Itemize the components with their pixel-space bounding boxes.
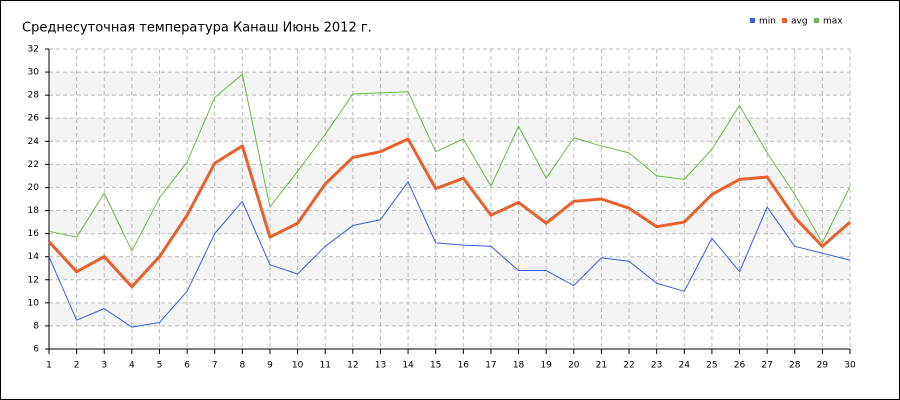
x-tick-label: 14 [402, 361, 414, 371]
x-tick-label: 28 [789, 361, 801, 371]
y-tick-label: 28 [28, 91, 40, 101]
x-tick-label: 21 [596, 361, 607, 371]
x-tick-label: 24 [679, 361, 691, 371]
legend-swatch [814, 18, 819, 23]
band [49, 210, 850, 234]
band [49, 72, 850, 96]
band [49, 302, 850, 326]
x-tick-label: 5 [157, 361, 163, 371]
legend-label: avg [791, 17, 808, 27]
x-tick-label: 9 [267, 361, 273, 371]
series-line [48, 73, 851, 252]
x-tick-label: 29 [817, 361, 829, 371]
x-tick-label: 2 [74, 361, 80, 371]
x-tick-label: 6 [184, 361, 190, 371]
y-tick-label: 30 [28, 68, 40, 78]
band [49, 118, 850, 142]
x-tick-label: 3 [101, 361, 107, 371]
legend-label: max [823, 17, 843, 27]
x-tick-label: 20 [568, 361, 580, 371]
y-tick-label: 18 [28, 206, 40, 216]
y-tick-label: 22 [28, 160, 39, 170]
x-tick-label: 16 [458, 361, 470, 371]
legend-label: min [759, 17, 776, 27]
x-tick-label: 22 [623, 361, 634, 371]
x-tick-label: 25 [706, 361, 717, 371]
x-tick-label: 27 [761, 361, 772, 371]
legend-swatch [750, 18, 755, 23]
series-line [48, 181, 851, 328]
x-tick-label: 30 [844, 361, 856, 371]
y-tick-label: 10 [28, 298, 40, 308]
y-tick-label: 16 [28, 229, 40, 239]
y-tick-label: 32 [28, 45, 39, 55]
chart-title: Среднесуточная температура Канаш Июнь 20… [22, 21, 372, 36]
y-tick-label: 20 [28, 183, 40, 193]
x-tick-label: 4 [129, 361, 135, 371]
x-tick-label: 17 [485, 361, 496, 371]
x-tick-label: 8 [239, 361, 245, 371]
x-tick-label: 13 [375, 361, 386, 371]
x-tick-label: 12 [347, 361, 358, 371]
band [49, 256, 850, 280]
y-tick-label: 6 [33, 345, 39, 355]
x-tick-label: 23 [651, 361, 662, 371]
x-tick-label: 26 [734, 361, 746, 371]
x-tick-label: 18 [513, 361, 525, 371]
x-tick-label: 15 [430, 361, 441, 371]
x-tick-label: 19 [540, 361, 552, 371]
y-tick-label: 14 [28, 252, 40, 262]
y-tick-label: 26 [28, 114, 40, 124]
x-tick-label: 7 [212, 361, 218, 371]
x-tick-label: 1 [46, 361, 52, 371]
series-line [47, 137, 851, 289]
x-tick-label: 11 [319, 361, 330, 371]
legend-swatch [782, 18, 787, 23]
y-tick-label: 24 [28, 137, 40, 147]
y-tick-label: 12 [28, 275, 39, 285]
y-tick-label: 8 [33, 321, 39, 331]
x-tick-label: 10 [292, 361, 304, 371]
